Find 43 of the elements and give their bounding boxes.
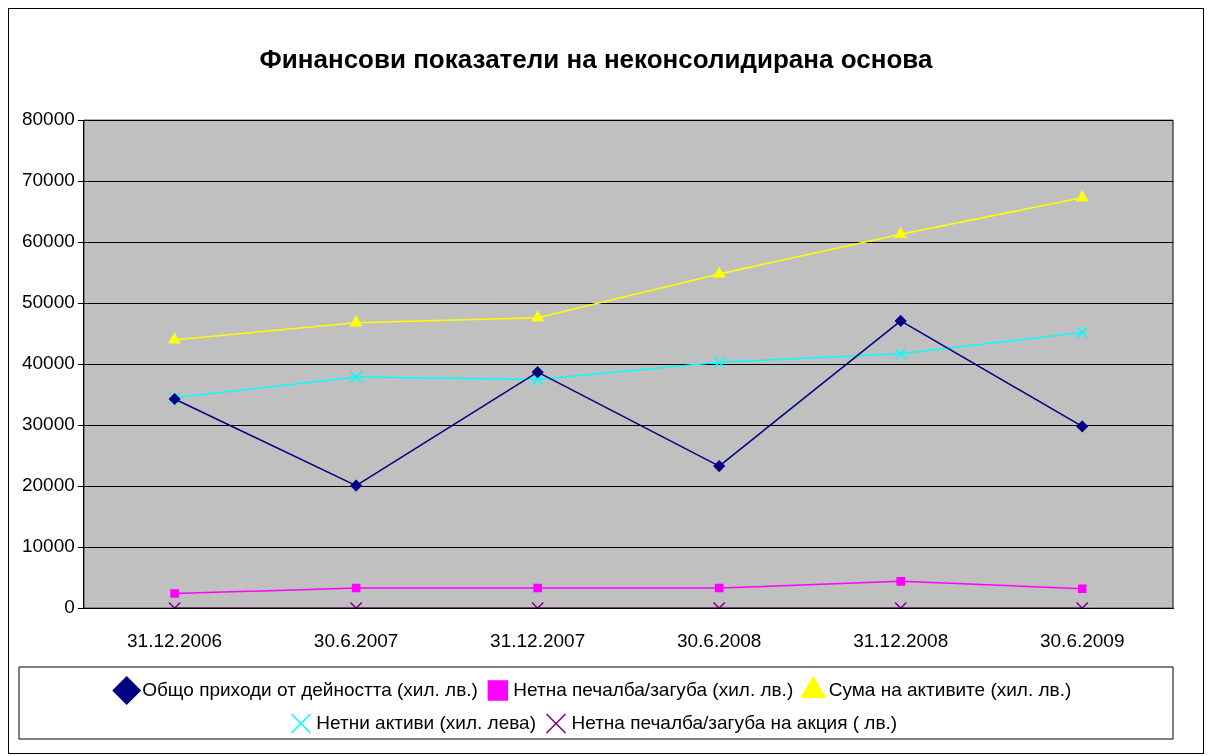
point: [894, 315, 907, 327]
legend-label: Нетни активи (хил. лева): [316, 711, 536, 733]
point: [1075, 326, 1089, 339]
point: [349, 370, 363, 384]
point: [714, 583, 724, 593]
point: [170, 589, 179, 598]
y-tick-label: 20000: [21, 474, 75, 496]
legend-label: Общо приходи от дейността (хил. лв.): [142, 678, 478, 700]
point: [168, 333, 181, 344]
x-tick-label: 30.6.2009: [1039, 629, 1125, 651]
y-tick-label: 80000: [21, 108, 75, 130]
point: [713, 460, 725, 472]
point: [896, 577, 905, 586]
x-tick-label: 31.12.2006: [127, 629, 223, 651]
y-tick-label: 0: [64, 596, 75, 618]
point: [533, 583, 542, 593]
point: [350, 479, 362, 492]
y-tick-label: 30000: [21, 413, 75, 435]
point: [351, 583, 361, 593]
point: [531, 373, 545, 386]
y-tick-label: 60000: [21, 230, 75, 252]
legend-label: Нетна печалба/загуба (хил. лв.): [513, 678, 794, 700]
chart-title: Финансови показатели на неконсолидирана основа: [259, 43, 933, 74]
x-tick-label: 30.6.2008: [676, 629, 762, 651]
legend-label: Сума на активите (хил. лв.): [828, 678, 1072, 700]
point: [531, 366, 544, 378]
point: [350, 315, 363, 327]
x-tick-label: 30.6.2007: [313, 629, 399, 651]
point: [712, 355, 726, 369]
point: [894, 347, 908, 361]
x-tick-label: 31.12.2008: [853, 629, 949, 651]
x-tick-label: 31.12.2007: [490, 629, 586, 651]
point: [531, 311, 544, 322]
point: [1076, 190, 1089, 202]
point: [894, 227, 907, 239]
y-tick-label: 40000: [21, 352, 75, 374]
y-tick-label: 50000: [21, 291, 75, 313]
point: [713, 267, 726, 278]
point: [1077, 584, 1087, 593]
y-tick-label: 10000: [21, 535, 75, 557]
y-tick-label: 70000: [21, 169, 75, 191]
point: [1076, 420, 1088, 433]
legend-label: Нетна печалба/загуба на акция ( лв.): [571, 711, 898, 733]
